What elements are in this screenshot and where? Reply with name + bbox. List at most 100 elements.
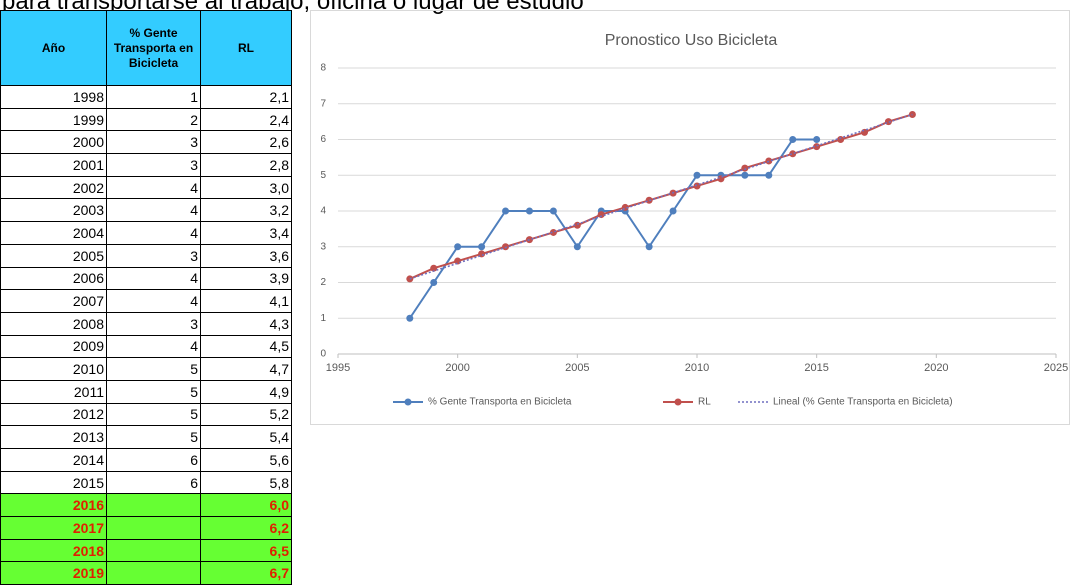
table-cell (106, 538, 201, 563)
table-cell: 1 (106, 85, 201, 109)
series-line (408, 138, 817, 319)
table-cell: 5,8 (200, 470, 292, 495)
legend-label: RL (698, 397, 711, 408)
x-tick-label: 2010 (685, 362, 709, 374)
table-cell: 4,5 (200, 334, 292, 359)
table-cell: 4 (106, 289, 201, 313)
table-cell: 4 (106, 221, 201, 245)
table-cell: 4 (106, 266, 201, 291)
x-tick-label: 2015 (804, 362, 828, 374)
table-cell: 2005 (0, 243, 107, 268)
table-cell: 1999 (0, 107, 107, 132)
point (789, 136, 797, 143)
point (645, 196, 653, 204)
point (693, 171, 701, 179)
header-cell: % Gente Transporta en Bicicleta (106, 10, 201, 86)
y-tick-label: 0 (320, 349, 326, 360)
table-row: 2001 3 2,8 (0, 153, 292, 177)
table-cell: 2014 (0, 448, 107, 472)
table-row: 2015 6 5,8 (0, 470, 292, 495)
table-cell: 4,9 (200, 379, 292, 404)
point (478, 243, 486, 251)
table-cell (106, 493, 201, 518)
point (741, 164, 749, 172)
table-cell: 2017 (0, 516, 107, 540)
table-row: 2010 5 4,7 (0, 357, 292, 381)
header-cell: Año (0, 10, 107, 86)
point (573, 243, 581, 251)
x-tick-label: 2005 (565, 362, 589, 374)
table-cell: 2013 (0, 425, 107, 449)
table-row: 2014 6 5,6 (0, 448, 292, 472)
table-cell: 2003 (0, 198, 107, 223)
y-tick-label: 6 (320, 134, 326, 145)
table-row: 2007 4 4,1 (0, 289, 292, 313)
y-tick-label: 3 (320, 241, 326, 252)
table-cell: 1998 (0, 85, 107, 109)
x-tick-label: 1995 (326, 362, 350, 374)
table-cell: 3 (106, 243, 201, 268)
y-tick-label: 4 (320, 206, 326, 217)
point (884, 118, 892, 126)
table-row: 1998 1 2,1 (0, 85, 292, 109)
table-cell: 2 (106, 107, 201, 132)
table-cell: 2015 (0, 470, 107, 495)
table-row: 2005 3 3,6 (0, 243, 292, 268)
table-cell: 2012 (0, 402, 107, 427)
table-cell: 2019 (0, 561, 107, 586)
point (573, 221, 581, 229)
table-row: 2017 6,2 (0, 516, 292, 540)
point (645, 243, 653, 251)
table-cell: 4,7 (200, 357, 292, 381)
table-cell: 5 (106, 402, 201, 427)
table-cell: 2,4 (200, 107, 292, 132)
table-cell: 2007 (0, 289, 107, 313)
x-tick-label: 2020 (924, 362, 948, 374)
table-row: 2011 5 4,9 (0, 379, 292, 404)
table-cell: 3 (106, 311, 201, 336)
point (430, 279, 438, 286)
table-cell: 2010 (0, 357, 107, 381)
legend-marker (674, 398, 682, 406)
y-tick-label: 1 (320, 313, 326, 324)
x-tick-label: 2000 (445, 362, 469, 374)
point (813, 143, 821, 151)
table-cell: 6,5 (200, 538, 292, 563)
legend-label: % Gente Transporta en Bicicleta (428, 397, 572, 408)
point (741, 171, 749, 179)
point (837, 136, 845, 143)
table-cell: 6,2 (200, 516, 292, 540)
table-cell: 5,4 (200, 425, 292, 449)
y-tick-label: 2 (320, 277, 326, 288)
table-cell: 2001 (0, 153, 107, 177)
table-cell: 2002 (0, 175, 107, 200)
point (502, 243, 510, 251)
table-cell: 3,0 (200, 175, 292, 200)
table-cell: 2004 (0, 221, 107, 245)
table-cell: 4 (106, 175, 201, 200)
table-row: 2006 4 3,9 (0, 266, 292, 291)
table-cell: 3 (106, 153, 201, 177)
table-cell: 2000 (0, 130, 107, 155)
header-row: Año % Gente Transporta en Bicicleta RL (0, 10, 292, 86)
table-row: 2000 3 2,6 (0, 130, 292, 155)
table-cell: 4,1 (200, 289, 292, 313)
table-cell: 4 (106, 334, 201, 359)
point (765, 171, 773, 179)
table-cell: 5 (106, 357, 201, 381)
table-cell: 4 (106, 198, 201, 223)
table-cell (106, 561, 201, 586)
table-cell: 3,4 (200, 221, 292, 245)
table-cell: 2011 (0, 379, 107, 404)
table-cell: 2009 (0, 334, 107, 359)
legend-label: Lineal (% Gente Transporta en Bicicleta) (773, 397, 953, 408)
chart-title: Pronostico Uso Bicicleta (605, 32, 778, 49)
point (813, 136, 821, 143)
table-cell: 3,9 (200, 266, 292, 291)
table-row: 2019 6,7 (0, 561, 292, 586)
point (597, 211, 605, 219)
table-cell: 6 (106, 448, 201, 472)
table-cell: 2,8 (200, 153, 292, 177)
table-row: 2009 4 4,5 (0, 334, 292, 359)
point (502, 207, 510, 215)
